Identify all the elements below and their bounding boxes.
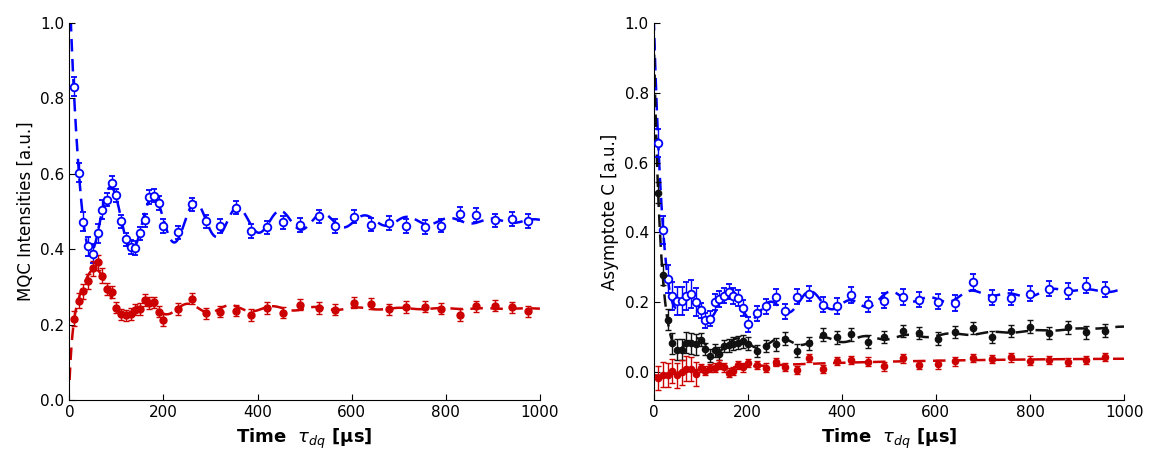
Y-axis label: Asymptote C [a.u.]: Asymptote C [a.u.] (601, 133, 618, 290)
X-axis label: Time  $\tau_{dq}$ [μs]: Time $\tau_{dq}$ [μs] (237, 427, 372, 451)
Y-axis label: MQC Intensities [a.u.]: MQC Intensities [a.u.] (16, 122, 35, 301)
X-axis label: Time  $\tau_{dq}$ [μs]: Time $\tau_{dq}$ [μs] (820, 427, 957, 451)
